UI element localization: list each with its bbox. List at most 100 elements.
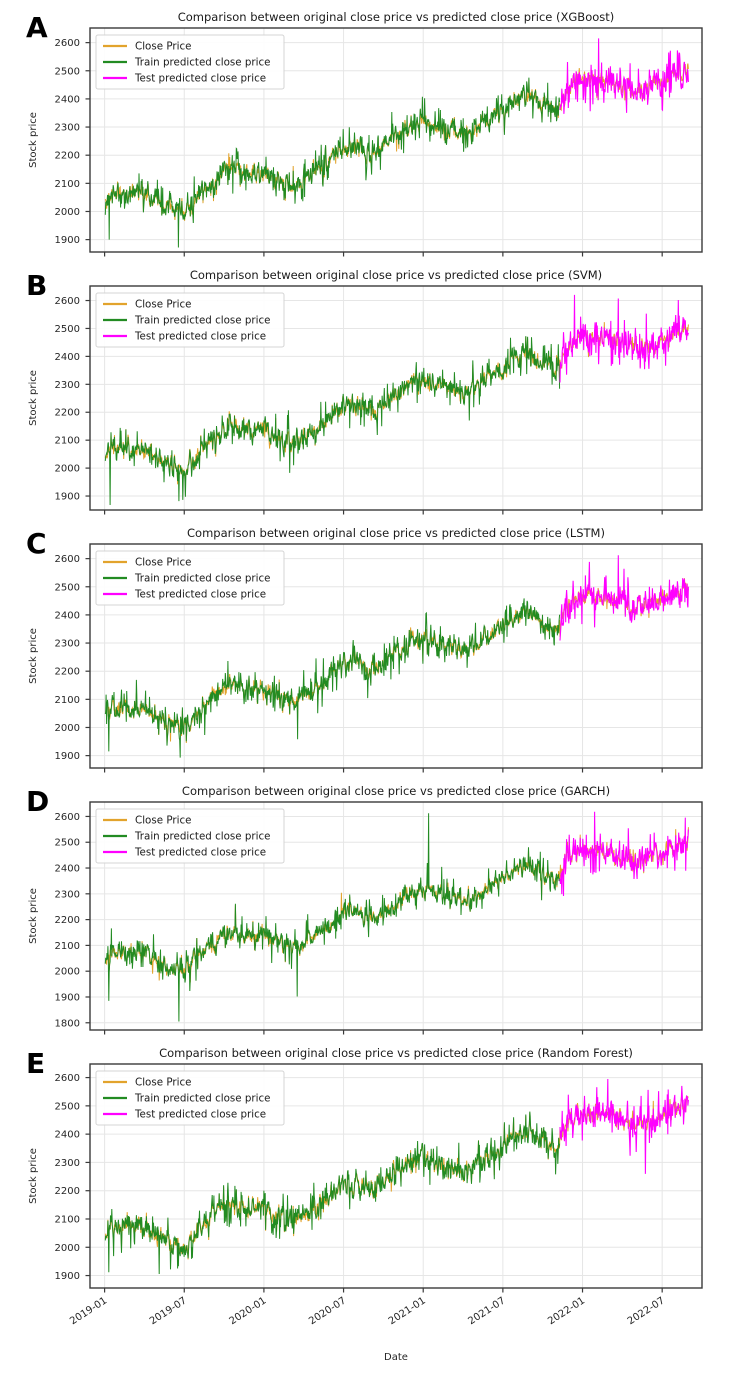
panel-letter: C — [26, 527, 47, 560]
y-tick-label: 2300 — [55, 1158, 80, 1169]
y-tick-label: 2000 — [55, 464, 80, 475]
legend-label: Close Price — [135, 557, 191, 569]
chart-svg-svm: 1900 2000 2100 2200 2300 2400 2500 2600 Comparis… — [28, 268, 703, 515]
y-tick-label: 2500 — [55, 582, 80, 593]
plot-frame — [89, 27, 703, 253]
y-tick-label: 2000 — [55, 723, 80, 734]
y-axis-label: Stock price — [28, 112, 39, 168]
y-tick-label: 2600 — [55, 554, 80, 565]
x-tick-label: 2019-07 — [148, 1295, 189, 1327]
legend-label: Train predicted close price — [134, 315, 271, 327]
y-axis-label: Stock price — [28, 628, 39, 684]
y-tick-label: 2300 — [55, 123, 80, 134]
chart-svg-lstm: 1900 2000 2100 2200 2300 2400 2500 2600 Comparis… — [28, 526, 703, 773]
y-tick-label: 2200 — [55, 667, 80, 678]
y-tick-label: 2000 — [55, 1243, 80, 1254]
y-tick-label: 2400 — [55, 352, 80, 363]
y-tick-label: 2300 — [55, 639, 80, 650]
plot-frame — [89, 285, 703, 511]
legend-label: Train predicted close price — [134, 1093, 271, 1105]
y-tick-label: 2600 — [55, 296, 80, 307]
legend-label: Close Price — [135, 41, 191, 53]
y-tick-label: 2200 — [55, 408, 80, 419]
legend-label: Test predicted close price — [134, 331, 266, 343]
series-train-line — [104, 813, 561, 1022]
chart-title: Comparison between original close price … — [159, 1046, 633, 1060]
chart-title: Comparison between original close price … — [178, 10, 615, 24]
x-tick-label: 2022-07 — [626, 1295, 667, 1327]
y-axis-label: Stock price — [28, 1148, 39, 1204]
panel-letter: B — [26, 269, 48, 302]
chart-panel-A: A 1900 2000 2100 2200 2300 2400 2500 2600 Compar… — [0, 6, 736, 264]
series-test-line — [559, 811, 689, 897]
y-tick-label: 2200 — [55, 151, 80, 162]
y-tick-label: 1800 — [55, 1018, 80, 1029]
legend-label: Train predicted close price — [134, 57, 271, 69]
y-tick-label: 2100 — [55, 436, 80, 447]
panel-letter: D — [26, 785, 50, 818]
y-tick-label: 1900 — [55, 492, 80, 503]
y-axis-label: Stock price — [28, 370, 39, 426]
legend-box — [95, 808, 285, 864]
y-tick-label: 2100 — [55, 695, 80, 706]
panel-letter: E — [26, 1047, 46, 1080]
x-tick-label: 2020-07 — [307, 1295, 348, 1327]
series-train-line — [104, 336, 561, 506]
series-close-line — [104, 827, 689, 983]
x-tick-label: 2019-01 — [68, 1295, 109, 1327]
y-tick-label: 2600 — [55, 38, 80, 49]
y-tick-label: 2300 — [55, 889, 80, 900]
chart-panel-B: B 1900 2000 2100 2200 2300 2400 2500 2600 Compar… — [0, 264, 736, 522]
series-test-line — [559, 1078, 689, 1174]
y-tick-label: 2100 — [55, 1214, 80, 1225]
y-tick-label: 2100 — [55, 179, 80, 190]
y-tick-label: 2600 — [55, 812, 80, 823]
series-test-line — [559, 38, 689, 114]
plot-frame — [89, 543, 703, 769]
y-tick-label: 1900 — [55, 992, 80, 1003]
legend-box — [95, 1070, 285, 1126]
x-tick-label: 2021-01 — [387, 1295, 428, 1327]
chart-title: Comparison between original close price … — [187, 526, 605, 540]
legend-label: Test predicted close price — [134, 589, 266, 601]
chart-svg-random-forest: 1900 2000 2100 2200 2300 2400 2500 2600 2019-01 2… — [28, 1046, 703, 1363]
legend-box — [95, 34, 285, 90]
y-tick-label: 2400 — [55, 1130, 80, 1141]
y-tick-label: 2000 — [55, 967, 80, 978]
legend-label: Close Price — [135, 299, 191, 311]
y-tick-label: 1900 — [55, 235, 80, 246]
chart-svg-garch: 1800 1900 2000 2100 2200 2300 2400 2500 2600 Comp… — [28, 784, 703, 1035]
chart-panel-D: D 1800 1900 2000 2100 2200 2300 2400 2500 2600 Co… — [0, 780, 736, 1042]
plot-frame — [89, 1063, 703, 1289]
legend-label: Test predicted close price — [134, 1109, 266, 1121]
legend-label: Test predicted close price — [134, 73, 266, 85]
chart-panel-C: C 1900 2000 2100 2200 2300 2400 2500 2600 Compar… — [0, 522, 736, 780]
legend-label: Close Price — [135, 815, 191, 827]
series-train-line — [104, 598, 561, 758]
series-test-line — [559, 294, 689, 383]
x-tick-label: 2021-07 — [466, 1295, 507, 1327]
y-tick-label: 2500 — [55, 324, 80, 335]
chart-title: Comparison between original close price … — [190, 268, 602, 282]
y-tick-label: 2300 — [55, 380, 80, 391]
y-tick-label: 2000 — [55, 207, 80, 218]
series-train-line — [104, 77, 561, 248]
chart-title: Comparison between original close price … — [182, 784, 610, 798]
y-tick-label: 2100 — [55, 941, 80, 952]
legend-box — [95, 292, 285, 348]
y-tick-label: 2500 — [55, 838, 80, 849]
series-train-line — [104, 1111, 561, 1275]
y-tick-label: 2400 — [55, 610, 80, 621]
legend-box — [95, 550, 285, 606]
x-tick-label: 2020-01 — [227, 1295, 268, 1327]
y-tick-label: 2400 — [55, 94, 80, 105]
series-test-line — [559, 555, 689, 641]
y-tick-label: 2500 — [55, 1101, 80, 1112]
y-tick-label: 2200 — [55, 915, 80, 926]
chart-svg-xgboost: 1900 2000 2100 2200 2300 2400 2500 2600 Comparis… — [28, 10, 703, 257]
x-tick-label: 2022-01 — [546, 1295, 587, 1327]
y-tick-label: 2400 — [55, 864, 80, 875]
y-tick-label: 2500 — [55, 66, 80, 77]
legend-label: Test predicted close price — [134, 847, 266, 859]
